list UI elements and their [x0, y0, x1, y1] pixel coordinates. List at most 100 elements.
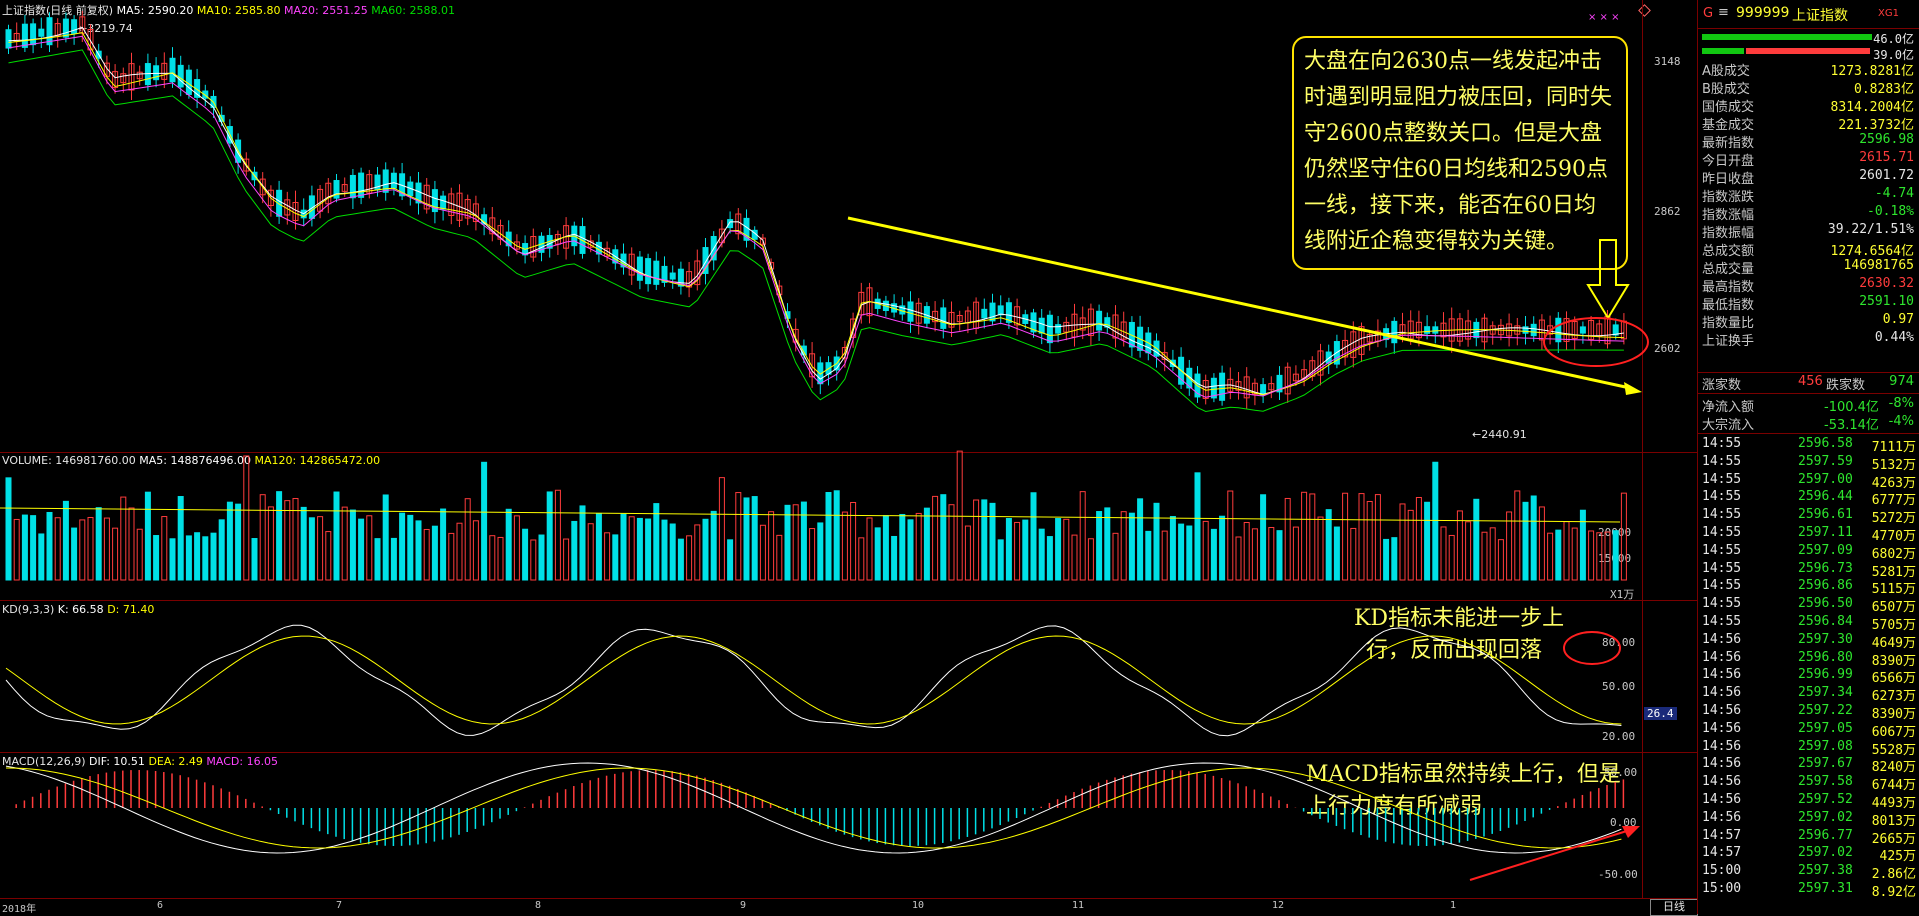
volume-bar	[792, 504, 799, 581]
volume-bar	[1596, 532, 1603, 581]
volume-bar	[1440, 526, 1447, 581]
candle-body	[87, 28, 94, 51]
candle-body	[1251, 382, 1258, 395]
tick-row: 14:55 2596.73 5281万	[1698, 560, 1919, 580]
highlight-circle	[1543, 317, 1649, 367]
ma5-line	[8, 26, 1624, 395]
flow1-label: 净流入额	[1702, 400, 1755, 415]
tick-price: 2597.02	[1798, 809, 1853, 825]
tick-volume: 8.92亿	[1871, 885, 1916, 900]
volume-bar	[1022, 519, 1029, 581]
volume-bar	[522, 528, 529, 581]
volume-bar	[374, 538, 381, 581]
tick-row: 14:56 2596.99 6566万	[1698, 667, 1919, 687]
volume-bar	[661, 519, 668, 581]
low-mark: ←2440.91	[1472, 428, 1527, 441]
tick-price: 2596.73	[1798, 560, 1853, 576]
volume-bar	[235, 503, 242, 581]
candle-body	[1547, 325, 1554, 335]
tick-volume: 6566万	[1871, 671, 1916, 687]
volume-bar	[177, 496, 184, 581]
candle-body	[1292, 373, 1299, 382]
fall-count: 974	[1889, 374, 1914, 389]
volume-bar	[702, 518, 709, 581]
chart-area[interactable]: 上证指数(日线 前复权) MA5: 2590.20 MA10: 2585.80 …	[0, 0, 1698, 916]
month-label: 11	[1072, 900, 1085, 911]
volume-bar	[185, 535, 192, 581]
tick-row: 15:00 2597.38 2.86亿	[1698, 863, 1919, 882]
volume-bar	[800, 501, 807, 581]
volume-bar	[620, 513, 627, 581]
volume-bar	[759, 524, 766, 581]
candle-body	[1005, 302, 1012, 323]
candle-body	[800, 345, 807, 356]
stat-row: 最低指数 2591.10	[1698, 294, 1919, 313]
volume-bar	[202, 536, 209, 581]
stat-value: 146981765	[1843, 258, 1914, 273]
candle-body	[390, 172, 397, 189]
volume-bar	[636, 517, 643, 581]
volume-bar	[571, 520, 578, 581]
volume-bar	[1169, 515, 1176, 581]
sell-bar-red	[1746, 48, 1870, 54]
tick-row: 14:56 2597.52 4493万	[1698, 792, 1919, 811]
tick-price: 2597.31	[1798, 881, 1853, 896]
volume-bar	[1087, 538, 1094, 581]
kd-k-line	[5, 624, 1622, 737]
tick-volume: 6744万	[1871, 778, 1916, 794]
volume-bar	[907, 519, 914, 581]
tick-volume: 5132万	[1871, 457, 1916, 473]
candle-body	[1432, 326, 1439, 334]
fall-label: 跌家数	[1826, 378, 1866, 393]
stat-value: 2596.98	[1859, 132, 1914, 147]
volume-bar	[1063, 518, 1070, 581]
volume-bar	[144, 491, 151, 581]
quote-code: 999999	[1736, 5, 1790, 21]
corner-marks[interactable]: × × ×	[1588, 12, 1620, 23]
month-label: 8	[535, 900, 542, 911]
stat-value: 2630.32	[1859, 276, 1914, 291]
volume-bar	[112, 527, 119, 581]
ma60-label: MA60:	[371, 4, 406, 17]
volume-bar	[1604, 531, 1611, 581]
tick-row: 14:55 2596.50 6507万	[1698, 596, 1919, 615]
volume-bar	[1186, 525, 1193, 581]
volume-bar	[1333, 526, 1340, 581]
candle-body	[1514, 325, 1521, 335]
sell-bar-value: 39.0亿	[1873, 48, 1914, 62]
stat-row: 总成交量 146981765	[1698, 258, 1919, 277]
stat-row: 总成交额 1274.6564亿	[1698, 240, 1919, 259]
volume-bar	[1005, 517, 1012, 581]
volume-bar	[981, 499, 988, 581]
quote-badge[interactable]: XG1	[1878, 8, 1899, 19]
volume-bar	[308, 517, 315, 581]
volume-bar	[1104, 507, 1111, 581]
volume-bar	[1055, 518, 1062, 581]
month-label: 12	[1272, 900, 1285, 911]
kd-tick-3: 20.00	[1602, 730, 1636, 743]
volume-bar	[1235, 536, 1242, 581]
tick-time: 14:55	[1702, 614, 1742, 629]
volume-bar	[390, 537, 397, 581]
volume-bar	[825, 492, 832, 581]
tick-row: 14:57 2597.02 425万	[1698, 845, 1919, 864]
volume-bar	[71, 527, 78, 581]
stat-value: 39.22/1.51%	[1827, 222, 1914, 237]
tick-time: 15:00	[1702, 863, 1742, 879]
stat-value: 2591.10	[1859, 294, 1914, 309]
volume-bar	[899, 513, 906, 581]
volume-bar	[489, 535, 496, 581]
menu-icon[interactable]: ≡	[1718, 5, 1729, 20]
volume-bar	[456, 522, 463, 581]
tick-price: 2596.84	[1798, 614, 1853, 629]
tick-row: 14:55 2597.09 6802万	[1698, 543, 1919, 562]
candle-body	[653, 260, 660, 285]
volume-bar	[612, 534, 619, 581]
tick-row: 14:56 2596.80 8390万	[1698, 650, 1919, 669]
candlestick-chart[interactable]	[0, 0, 1697, 914]
kd-marker: 26.4	[1644, 707, 1677, 720]
g-icon[interactable]: G	[1703, 6, 1714, 21]
macd-tick-3: -50.00	[1598, 868, 1638, 881]
candle-body	[1055, 324, 1062, 334]
volume-bar	[415, 520, 422, 581]
